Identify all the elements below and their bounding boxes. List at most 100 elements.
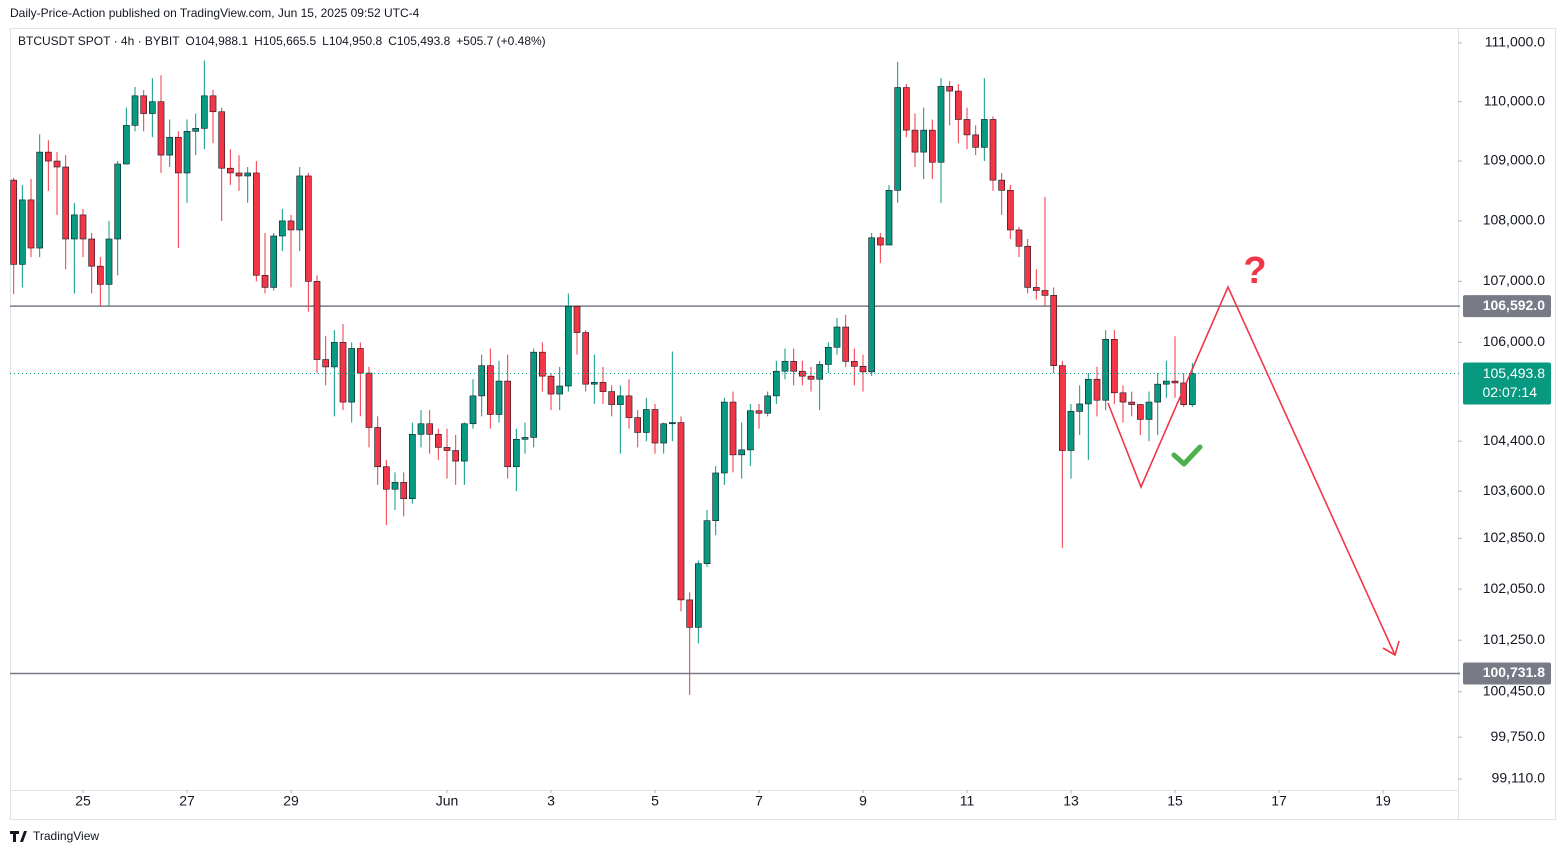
candle-body [617,395,624,405]
candle-body [530,351,538,438]
candle-body [877,237,884,246]
candle-body [348,348,356,403]
candle-body [19,199,26,265]
candle-body [651,409,659,444]
y-tick-label: 104,400.0 [1483,432,1545,448]
candle-body [781,361,789,372]
candle-body [383,466,390,490]
candle-body [556,385,564,395]
candle-body [677,422,685,601]
candle-body [946,86,954,92]
candle-body [833,326,841,348]
candle-body [443,447,451,451]
candle-body [487,365,494,415]
check-mark [1171,444,1203,467]
candle-body [565,305,572,387]
candle-body [842,326,850,362]
candle-body [825,346,832,365]
change: +505.7 (+0.48%) [456,34,545,48]
candle-body [426,423,434,435]
candle-body [305,175,312,282]
candle-body [1128,401,1135,405]
candle-body [686,599,694,628]
candle-body [712,472,720,521]
candle-body [409,434,416,499]
y-tick-label: 106,000.0 [1483,333,1545,349]
candle-body [1085,378,1092,405]
y-tick-label: 102,850.0 [1483,529,1545,545]
candle-body [851,361,858,367]
candle-body [279,220,286,237]
candle-body [695,563,702,628]
candle-body [885,190,893,246]
last-price-badge [1463,362,1551,405]
candle-body [981,119,988,148]
candle-body [660,423,668,444]
candle-body [287,220,295,231]
candle-body [88,238,96,267]
candle-body [1154,383,1161,403]
candle-body [1059,365,1066,451]
candle-body [201,95,208,129]
candle-body [218,111,226,169]
price-line-label: 106,592.0 [1483,297,1545,313]
candle-body [1050,295,1058,366]
y-tick-label: 102,050.0 [1483,580,1545,596]
candle-body [1033,287,1040,291]
y-tick-label: 99,750.0 [1491,728,1546,744]
candle-body [261,274,269,288]
candle-body [903,87,910,131]
question-mark: ? [1243,250,1266,292]
y-tick-label: 108,000.0 [1483,212,1545,228]
ohlc-high: H105,665.5 [254,34,316,48]
candle-body [495,380,503,415]
candle-body [45,151,52,162]
candle-body [790,361,798,372]
x-tick-label: 3 [547,793,555,809]
y-tick-label: 110,000.0 [1484,92,1545,108]
candle-body [729,401,737,456]
candle-body [1024,245,1032,288]
candle-body [1171,380,1179,384]
x-tick-label: 25 [75,793,91,809]
x-tick-label: 29 [283,793,299,809]
candle-body [989,119,997,181]
candle-body [391,482,399,490]
candle-body [435,434,442,448]
candle-body [1119,392,1127,403]
y-tick-label: 101,250.0 [1483,631,1545,647]
candle-body [1162,380,1170,385]
symbol: BTCUSDT SPOT · 4h · BYBIT [18,34,180,48]
y-tick-label: 99,110.0 [1492,770,1546,786]
candle-body [625,395,633,418]
candle-body [764,395,772,414]
candle-body [313,281,321,360]
candle-body [1041,290,1049,296]
x-tick-label: 15 [1167,793,1183,809]
candle-body [1067,411,1075,451]
candle-body [227,167,234,174]
candle-body [1076,403,1084,412]
y-tick-label: 111,000.0 [1485,34,1545,50]
candle-body [79,214,87,240]
candle-body [244,172,252,177]
candle-body [400,482,408,499]
y-tick-label: 103,600.0 [1483,482,1545,498]
candle-body [911,129,919,153]
candle-body [816,364,824,380]
price-line-label: 100,731.8 [1483,664,1545,680]
candle-body [539,351,546,377]
candle-body [513,438,520,468]
candle-body [859,366,867,373]
candle-body [608,391,616,405]
x-tick-label: 5 [651,793,659,809]
candle-body [131,95,139,126]
candle-body [62,166,70,240]
candle-body [183,131,191,174]
candle-body [36,151,44,249]
x-tick-label: 7 [755,793,763,809]
plot-area: 111,000.0 110,000.0 109,000.0 108,000.0 107,… [10,34,1545,809]
